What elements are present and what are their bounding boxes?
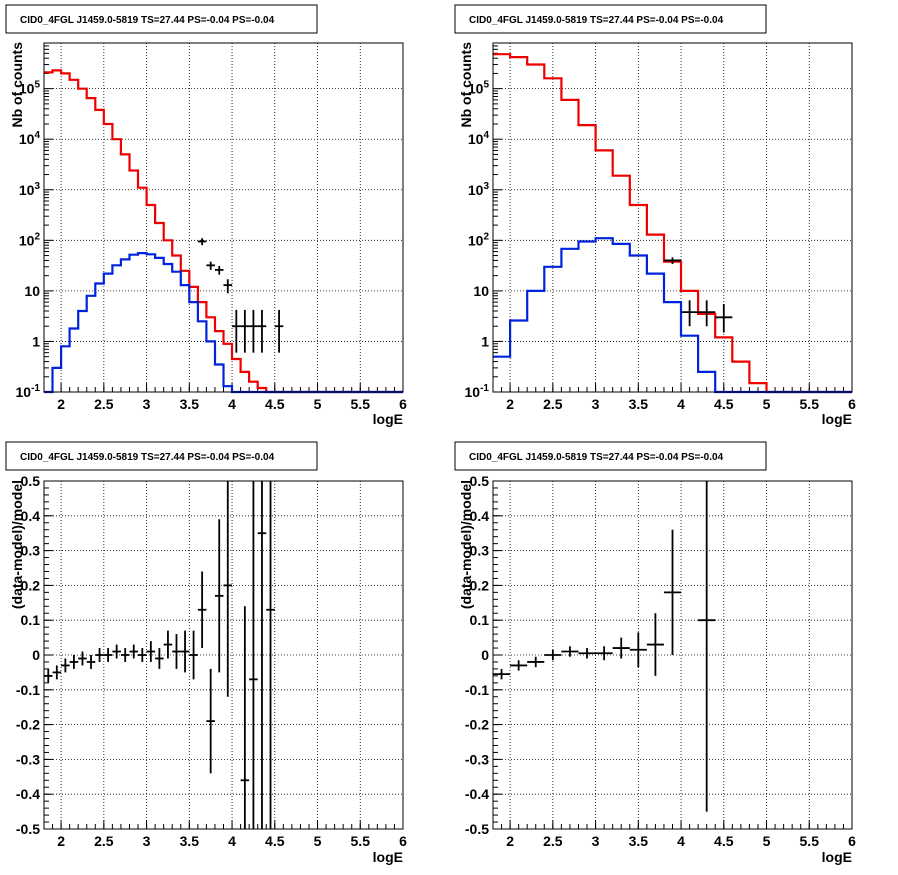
x-tick-label: 3.5 <box>180 833 200 849</box>
x-tick-label: 3 <box>143 396 151 412</box>
y-axis-label: (data-model)/model <box>458 480 474 609</box>
y-tick-label: 0.2 <box>21 577 41 593</box>
y-tick-label: 0.4 <box>21 508 41 524</box>
y-tick-label: 0 <box>481 647 489 663</box>
x-tick-label: 6 <box>848 396 856 412</box>
x-tick-label: 6 <box>848 833 856 849</box>
x-axis-label: logE <box>373 411 403 427</box>
series-model-source-line <box>44 252 403 394</box>
y-tick-label: 102 <box>468 231 490 248</box>
x-tick-label: 6 <box>399 833 407 849</box>
title-box <box>5 441 318 471</box>
x-tick-label: 2.5 <box>543 833 563 849</box>
y-tick-label: -0.5 <box>16 821 40 837</box>
y-tick-label: -0.3 <box>16 751 40 767</box>
x-tick-label: 5.5 <box>800 833 820 849</box>
x-tick-label: 3.5 <box>180 396 200 412</box>
panel-top-left-counts: CID0_4FGL J1459.0-5819 TS=27.44 PS=-0.04… <box>5 4 407 427</box>
y-tick-label: -0.2 <box>16 717 40 733</box>
y-tick-label: -0.2 <box>465 717 489 733</box>
x-tick-label: 4.5 <box>714 396 734 412</box>
plot-frame <box>43 480 404 830</box>
x-tick-label: 4 <box>677 833 685 849</box>
panel-title: CID0_4FGL J1459.0-5819 TS=27.44 PS=-0.04… <box>20 15 275 26</box>
x-tick-label: 5.5 <box>800 396 820 412</box>
title-box <box>5 4 318 34</box>
y-tick-label: -0.4 <box>16 786 40 802</box>
y-axis-label: Nb of counts <box>458 42 474 128</box>
y-tick-label: 1 <box>32 333 40 349</box>
x-tick-label: 4.5 <box>265 396 285 412</box>
panel-bottom-right-residuals: CID0_4FGL J1459.0-5819 TS=27.44 PS=-0.04… <box>454 441 856 865</box>
title-box <box>454 4 767 34</box>
x-tick-label: 2 <box>506 396 514 412</box>
x-tick-label: 3 <box>592 396 600 412</box>
x-tick-label: 6 <box>399 396 407 412</box>
x-tick-label: 2.5 <box>543 396 563 412</box>
x-tick-label: 2.5 <box>94 833 114 849</box>
x-tick-label: 5 <box>763 833 771 849</box>
panel-bottom-left-residuals: CID0_4FGL J1459.0-5819 TS=27.44 PS=-0.04… <box>5 441 407 865</box>
series-model-total-line <box>493 53 852 394</box>
y-tick-label: 0.5 <box>21 473 41 489</box>
plot-frame <box>492 42 853 393</box>
plot-frame <box>492 480 853 830</box>
x-tick-label: 4.5 <box>714 833 734 849</box>
y-tick-label: 0.2 <box>470 577 490 593</box>
x-axis-label: logE <box>822 411 852 427</box>
y-tick-label: -0.5 <box>465 821 489 837</box>
x-tick-label: 3.5 <box>629 396 649 412</box>
y-tick-label: 10 <box>24 283 40 299</box>
y-tick-label: 10-1 <box>16 383 41 400</box>
y-tick-label: 103 <box>468 181 490 198</box>
y-tick-label: 0.1 <box>21 612 41 628</box>
series-model-total-line <box>44 69 403 394</box>
x-tick-label: 3.5 <box>629 833 649 849</box>
y-tick-label: -0.1 <box>16 682 40 698</box>
x-axis-label: logE <box>822 849 852 865</box>
x-tick-label: 2 <box>57 396 65 412</box>
panel-title: CID0_4FGL J1459.0-5819 TS=27.44 PS=-0.04… <box>469 15 724 26</box>
x-tick-label: 4 <box>228 833 236 849</box>
y-tick-label: 103 <box>19 181 41 198</box>
y-tick-label: 0.3 <box>470 543 490 559</box>
y-tick-label: -0.3 <box>465 751 489 767</box>
x-tick-label: 4 <box>677 396 685 412</box>
title-box <box>454 441 767 471</box>
plot-frame <box>43 42 404 393</box>
x-tick-label: 4 <box>228 396 236 412</box>
y-tick-label: -0.1 <box>465 682 489 698</box>
panel-top-right-counts: CID0_4FGL J1459.0-5819 TS=27.44 PS=-0.04… <box>454 4 856 427</box>
y-tick-label: 0 <box>32 647 40 663</box>
panel-title: CID0_4FGL J1459.0-5819 TS=27.44 PS=-0.04… <box>469 452 724 463</box>
y-tick-label: 10-1 <box>465 383 490 400</box>
x-tick-label: 3 <box>592 833 600 849</box>
x-axis-label: logE <box>373 849 403 865</box>
x-tick-label: 2 <box>506 833 514 849</box>
panel-title: CID0_4FGL J1459.0-5819 TS=27.44 PS=-0.04… <box>20 452 275 463</box>
y-tick-label: 0.5 <box>470 473 490 489</box>
y-tick-label: -0.4 <box>465 786 489 802</box>
y-tick-label: 0.4 <box>470 508 490 524</box>
x-tick-label: 4.5 <box>265 833 285 849</box>
x-tick-label: 5.5 <box>351 396 371 412</box>
y-tick-label: 1 <box>481 333 489 349</box>
y-tick-label: 0.3 <box>21 543 41 559</box>
y-axis-label: (data-model)/model <box>9 480 25 609</box>
x-tick-label: 5 <box>314 833 322 849</box>
x-tick-label: 3 <box>143 833 151 849</box>
y-tick-label: 104 <box>468 130 490 147</box>
x-tick-label: 2.5 <box>94 396 114 412</box>
x-tick-label: 5.5 <box>351 833 371 849</box>
y-tick-label: 104 <box>19 130 41 147</box>
y-axis-label: Nb of counts <box>9 42 25 128</box>
y-tick-label: 10 <box>473 283 489 299</box>
y-tick-label: 102 <box>19 231 41 248</box>
x-tick-label: 2 <box>57 833 65 849</box>
x-tick-label: 5 <box>763 396 771 412</box>
x-tick-label: 5 <box>314 396 322 412</box>
y-tick-label: 0.1 <box>470 612 490 628</box>
